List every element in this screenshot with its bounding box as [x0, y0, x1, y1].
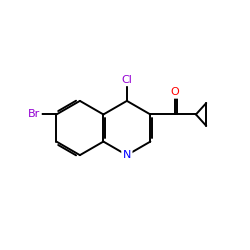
Text: Cl: Cl	[122, 75, 132, 85]
Text: Br: Br	[28, 110, 40, 120]
Text: N: N	[123, 150, 131, 160]
Text: O: O	[170, 87, 179, 97]
